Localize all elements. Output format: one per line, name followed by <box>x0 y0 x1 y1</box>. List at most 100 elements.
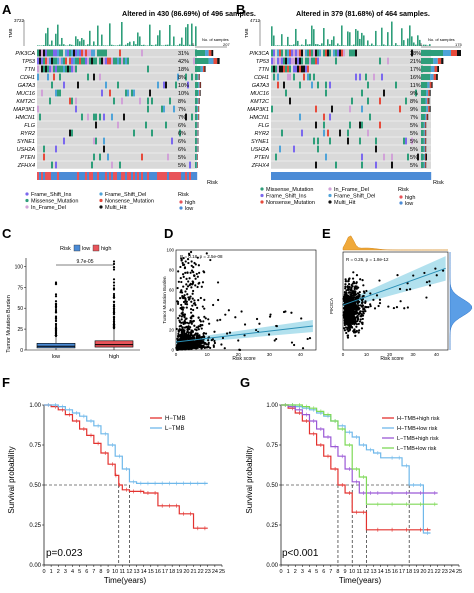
mutation-cell <box>163 106 165 113</box>
mutation-cell <box>103 146 105 153</box>
mutation-cell <box>47 74 49 81</box>
panel-d-point <box>196 326 198 328</box>
panel-d-point <box>190 332 192 334</box>
panel-d-point <box>185 301 187 303</box>
count-bar-segment <box>211 50 213 56</box>
plotG-xtick-label: 21 <box>427 569 433 575</box>
legend-b-risk-low-marker <box>399 201 402 204</box>
tmb-bar <box>429 44 431 46</box>
panel-d-point <box>192 290 194 292</box>
panel-d-point <box>185 260 187 262</box>
panel-d-ytick-label: 20 <box>169 328 175 333</box>
risk-cell <box>427 172 429 180</box>
risk-cell <box>109 172 111 180</box>
panel-e-point <box>348 280 350 282</box>
panel-c-legend-high: high <box>101 246 111 252</box>
panel-d-point <box>197 257 199 259</box>
count-bar-segment <box>199 74 200 80</box>
panel-d-xtick-label: 0 <box>175 352 178 357</box>
mutation-cell <box>327 50 329 57</box>
panel-b-samples-axis: No. of samples <box>428 37 455 42</box>
tmb-bar <box>327 39 329 46</box>
count-bar-segment <box>195 98 198 104</box>
panel-d-point <box>244 323 246 325</box>
panel-e-point <box>377 305 379 307</box>
count-bar-segment <box>198 74 199 80</box>
panel-d-point <box>226 332 228 334</box>
risk-cell <box>165 172 167 180</box>
panel-c-xtick-label: high <box>109 354 119 360</box>
mutation-cell <box>83 50 85 57</box>
panel-d-point <box>198 328 200 330</box>
risk-cell <box>175 172 177 180</box>
tmb-bar <box>373 45 375 46</box>
panel-e-letter: E <box>322 226 331 241</box>
risk-cell <box>371 172 373 180</box>
mutation-cell <box>57 90 59 97</box>
mutation-cell <box>133 130 135 137</box>
count-bar-segment <box>421 138 424 144</box>
mutation-cell <box>49 50 51 57</box>
risk-cell <box>69 172 71 180</box>
risk-cell <box>157 172 159 180</box>
risk-cell <box>425 172 427 180</box>
tmb-bar <box>305 39 307 46</box>
panel-e-point <box>362 315 364 317</box>
risk-cell <box>111 172 113 180</box>
mutation-cell <box>63 82 65 89</box>
plotF-xtick-label: 0 <box>42 569 45 575</box>
count-bar-segment <box>205 50 209 56</box>
tmb-bar <box>43 45 45 46</box>
panel-d-point <box>204 342 206 344</box>
tmb-bar <box>143 45 145 46</box>
mutation-cell <box>307 58 309 65</box>
risk-cell <box>357 172 359 180</box>
plotF-xtick-label: 3 <box>64 569 67 575</box>
panel-c-outlier <box>113 326 115 328</box>
tmb-bar <box>361 33 363 46</box>
count-bar-segment <box>429 98 430 104</box>
gene-pct: 5% <box>410 163 418 169</box>
panel-d-stat: R = 0.18, p = 2.5e-08 <box>180 254 223 259</box>
mutation-cell <box>43 58 45 65</box>
mutation-cell <box>323 114 325 121</box>
gene-label: PTEN <box>20 155 35 161</box>
mutation-cell <box>395 82 397 89</box>
panel-d-point <box>196 273 198 275</box>
panel-d-point <box>207 318 209 320</box>
gene-label: CDH1 <box>20 75 35 81</box>
tmb-bar <box>117 45 119 46</box>
panel-d-point <box>179 297 181 299</box>
mutation-cell <box>281 130 283 137</box>
panel-d-point <box>240 310 242 312</box>
mutation-cell <box>147 66 149 73</box>
tmb-bar <box>151 45 153 46</box>
mutation-cell <box>61 58 63 65</box>
tmb-bar <box>91 45 93 46</box>
risk-cell <box>115 172 117 180</box>
count-bar-segment <box>195 138 197 144</box>
panel-e-point <box>351 313 353 315</box>
tmb-bar <box>179 44 181 46</box>
mutation-cell <box>43 146 45 153</box>
panel-e-point <box>425 296 427 298</box>
plotF-xtick-label: 12 <box>126 569 132 575</box>
panel-d-point <box>209 259 211 261</box>
panel-g-legend-2: L−TMB+high risk <box>397 436 439 442</box>
panel-d-point <box>185 278 187 280</box>
panel-b-legend-item-4: Frame_Shift_Del <box>334 194 375 200</box>
panel-d-point <box>183 276 185 278</box>
risk-cell <box>365 172 367 180</box>
tmb-bar <box>177 45 179 46</box>
risk-cell <box>393 172 395 180</box>
plotG-ytick-label: 1.00 <box>266 403 278 409</box>
tmb-bar <box>271 26 273 46</box>
gene-pct: 5% <box>178 155 186 161</box>
panel-d-point <box>194 304 196 306</box>
panel-e-point <box>359 278 361 280</box>
panel-d-point <box>190 312 192 314</box>
risk-cell <box>103 172 105 180</box>
count-bar-segment <box>213 58 217 64</box>
plotG-xtick-label: 5 <box>315 569 318 575</box>
